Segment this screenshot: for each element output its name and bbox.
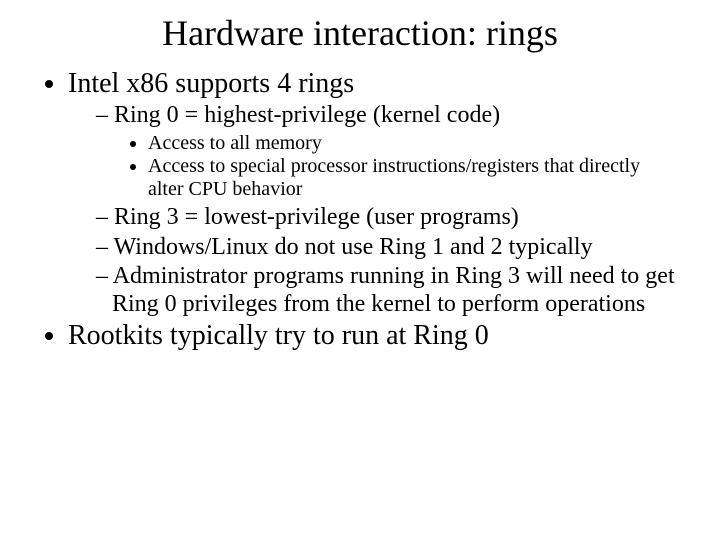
bullet-text: Access to special processor instructions… — [148, 155, 640, 199]
bullet-text: Administrator programs running in Ring 3… — [112, 263, 675, 317]
bullet-text: Intel x86 supports 4 rings — [68, 68, 354, 99]
list-item: Access to all memory — [148, 132, 680, 154]
bullet-list-level1: Intel x86 supports 4 rings Ring 0 = high… — [40, 68, 680, 353]
bullet-text: Rootkits typically try to run at Ring 0 — [68, 320, 489, 351]
list-item: Access to special processor instructions… — [148, 155, 680, 200]
list-item: Administrator programs running in Ring 3… — [96, 263, 680, 318]
bullet-list-level3: Access to all memory Access to special p… — [112, 132, 680, 200]
bullet-list-level2: Ring 0 = highest-privilege (kernel code)… — [68, 102, 680, 318]
list-item: Intel x86 supports 4 rings Ring 0 = high… — [68, 68, 680, 318]
slide-title: Hardware interaction: rings — [40, 12, 680, 54]
list-item: Rootkits typically try to run at Ring 0 — [68, 320, 680, 352]
list-item: Windows/Linux do not use Ring 1 and 2 ty… — [96, 234, 680, 262]
list-item: Ring 3 = lowest-privilege (user programs… — [96, 204, 680, 232]
bullet-text: Ring 0 = highest-privilege (kernel code) — [114, 102, 500, 128]
list-item: Ring 0 = highest-privilege (kernel code)… — [96, 102, 680, 200]
bullet-text: Windows/Linux do not use Ring 1 and 2 ty… — [114, 234, 593, 260]
bullet-text: Ring 3 = lowest-privilege (user programs… — [114, 204, 519, 230]
slide: Hardware interaction: rings Intel x86 su… — [0, 0, 720, 540]
bullet-text: Access to all memory — [148, 132, 322, 154]
